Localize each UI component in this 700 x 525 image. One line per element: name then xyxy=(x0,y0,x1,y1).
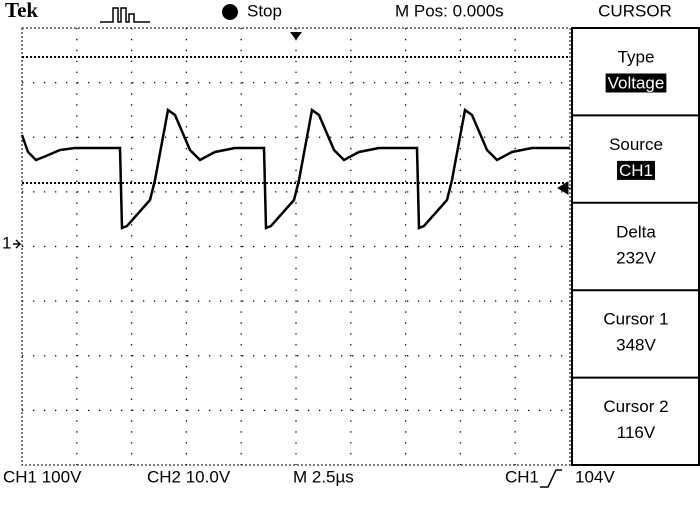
channel-marker: 1 xyxy=(2,233,11,252)
menu-label: Source xyxy=(609,135,663,154)
waveform-trace xyxy=(20,107,570,230)
graticule xyxy=(21,27,571,466)
menu-label: Cursor 2 xyxy=(603,397,668,416)
stop-dot xyxy=(222,4,238,20)
trigger-level: 104V xyxy=(575,467,615,486)
trigger-slope xyxy=(540,469,562,488)
menu-frame xyxy=(571,27,700,466)
menu-value: 116V xyxy=(617,423,656,442)
menu-value: 348V xyxy=(616,336,656,355)
menu-value: Voltage xyxy=(608,73,665,92)
trigger-level-marker xyxy=(557,181,572,195)
trigger-source: CH1 xyxy=(505,467,539,486)
channel-arrow xyxy=(13,239,22,249)
menu-label: Type xyxy=(618,47,655,66)
menu-value-highlight xyxy=(605,73,667,93)
ch2-scale: CH2 10.0V xyxy=(147,467,231,486)
trigger-position-marker xyxy=(290,32,302,40)
brand: Tek xyxy=(5,0,38,22)
menu-value-highlight xyxy=(616,160,656,180)
menu-title: CURSOR xyxy=(598,1,672,20)
menu-value: 232V xyxy=(616,248,656,267)
ch1-scale: CH1 100V xyxy=(3,467,82,486)
timebase: M 2.5µs xyxy=(293,467,354,486)
horizontal-position: M Pos: 0.000s xyxy=(395,1,504,20)
menu-value: CH1 xyxy=(619,161,653,180)
run-status: Stop xyxy=(247,1,282,20)
menu-label: Delta xyxy=(616,222,656,241)
acquire-icon xyxy=(100,7,150,23)
menu-label: Cursor 1 xyxy=(603,310,668,329)
